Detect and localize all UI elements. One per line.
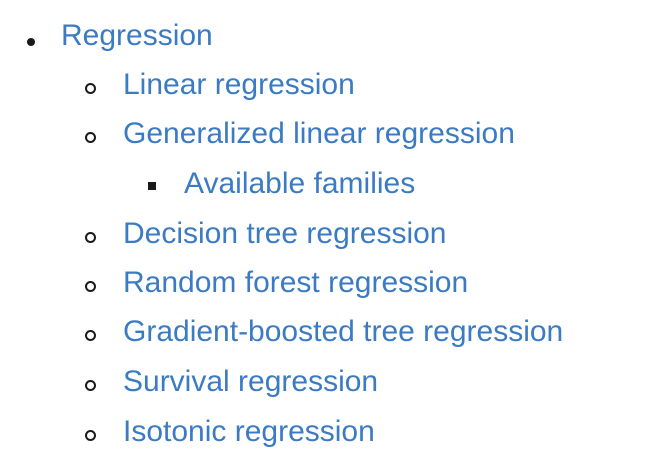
disc-bullet-icon xyxy=(27,38,35,46)
link-regression[interactable]: Regression xyxy=(61,19,213,52)
link-decision-tree-regression[interactable]: Decision tree regression xyxy=(123,217,447,250)
link-gradient-boosted-tree-regression[interactable]: Gradient-boosted tree regression xyxy=(123,315,564,348)
link-available-families[interactable]: Available families xyxy=(184,167,416,200)
circle-bullet-icon xyxy=(85,83,96,94)
circle-bullet-icon xyxy=(85,232,96,243)
link-survival-regression[interactable]: Survival regression xyxy=(123,365,379,398)
circle-bullet-icon xyxy=(85,430,96,441)
circle-bullet-icon xyxy=(85,380,96,391)
square-bullet-icon xyxy=(148,182,156,190)
link-random-forest-regression[interactable]: Random forest regression xyxy=(123,266,469,299)
link-isotonic-regression[interactable]: Isotonic regression xyxy=(123,415,375,448)
link-generalized-linear-regression[interactable]: Generalized linear regression xyxy=(123,117,515,150)
link-linear-regression[interactable]: Linear regression xyxy=(123,68,355,101)
circle-bullet-icon xyxy=(85,330,96,341)
circle-bullet-icon xyxy=(85,281,96,292)
circle-bullet-icon xyxy=(85,132,96,143)
